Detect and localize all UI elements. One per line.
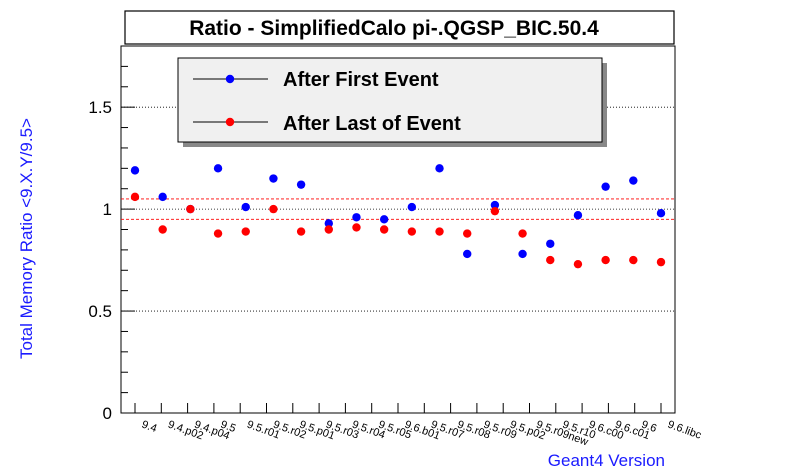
y-tick-label: 1.5: [88, 98, 112, 117]
point-after-first-event: [269, 174, 278, 183]
x-axis-title: Geant4 Version: [548, 451, 665, 470]
point-after-first-event: [213, 164, 223, 173]
point-after-last-event: [324, 225, 333, 234]
point-after-last-event: [518, 229, 527, 238]
point-after-first-event: [407, 202, 417, 212]
legend-marker-last: [225, 117, 235, 127]
point-after-first-event: [601, 182, 610, 191]
point-after-last-event: [407, 227, 417, 236]
point-after-last-event: [158, 225, 167, 234]
x-tick-label: 9.6: [640, 419, 658, 436]
point-after-last-event: [601, 255, 610, 265]
series-markers: [130, 164, 666, 269]
point-after-first-event: [435, 164, 444, 173]
point-after-first-event: [379, 215, 389, 224]
point-after-last-event: [629, 255, 638, 265]
point-after-first-event: [352, 213, 361, 222]
point-after-first-event: [546, 239, 555, 248]
point-after-last-event: [213, 229, 223, 238]
point-after-last-event: [573, 259, 583, 269]
title-box: Ratio - SimplifiedCalo pi-.QGSP_BIC.50.4: [124, 10, 675, 45]
legend-label-first: After First Event: [283, 69, 439, 91]
y-axis-ticks: 0 0.5 1 1.5: [88, 45, 135, 423]
point-after-first-event: [518, 249, 527, 259]
point-after-first-event: [296, 180, 306, 189]
chart-title: Ratio - SimplifiedCalo pi-.QGSP_BIC.50.4: [189, 17, 599, 40]
point-after-last-event: [435, 227, 444, 236]
point-after-last-event: [379, 225, 389, 234]
point-after-first-event: [241, 202, 250, 212]
point-after-last-event: [352, 223, 361, 232]
legend-marker-first: [225, 74, 235, 84]
point-after-first-event: [158, 192, 167, 202]
x-tick-label: 9.5: [219, 419, 237, 436]
point-after-first-event: [629, 176, 638, 185]
point-after-last-event: [186, 204, 195, 214]
point-after-last-event: [269, 204, 278, 214]
point-after-last-event: [463, 229, 472, 238]
point-after-first-event: [490, 200, 500, 210]
point-after-last-event: [546, 255, 555, 265]
y-tick-label: 0: [103, 404, 112, 423]
point-after-first-event: [656, 208, 666, 218]
point-after-first-event: [130, 166, 140, 175]
y-tick-label: 1: [103, 200, 112, 219]
legend-label-last: After Last of Event: [283, 113, 461, 135]
point-after-first-event: [324, 219, 333, 228]
x-tick-label: 9.4: [140, 419, 158, 436]
y-axis-title: Total Memory Ratio <9.X.Y/9.5>: [17, 118, 36, 359]
y-tick-label: 0.5: [88, 302, 112, 321]
point-after-first-event: [463, 249, 472, 259]
point-after-last-event: [241, 227, 250, 236]
point-after-last-event: [296, 227, 306, 236]
x-tick-label: 9.6.libc: [666, 419, 703, 442]
legend: After First Event After Last of Event: [177, 57, 607, 147]
point-after-first-event: [573, 211, 583, 220]
point-after-last-event: [490, 206, 500, 216]
point-after-last-event: [130, 192, 140, 202]
reference-lines: [121, 198, 675, 220]
point-after-last-event: [656, 257, 666, 267]
